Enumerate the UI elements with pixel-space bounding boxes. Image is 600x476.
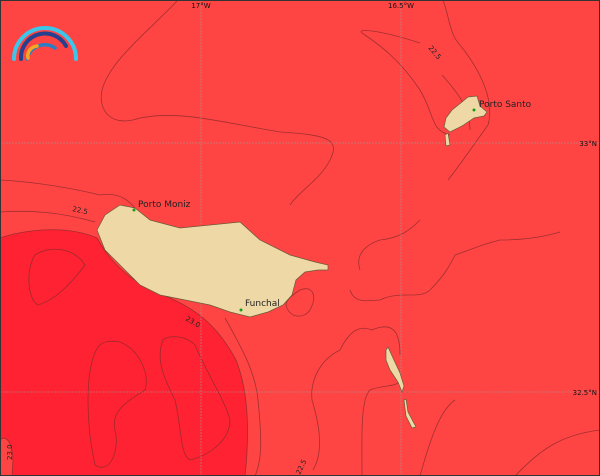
rainbow-arcs-logo-icon bbox=[12, 26, 78, 61]
place-marker-icon bbox=[132, 208, 136, 212]
place-porto-santo[interactable]: Porto Santo bbox=[472, 100, 532, 112]
place-label: Funchal bbox=[245, 299, 280, 309]
bugio-island bbox=[403, 398, 417, 429]
place-marker-icon bbox=[472, 108, 476, 112]
place-marker-icon bbox=[239, 308, 243, 312]
place-label: Porto Santo bbox=[479, 100, 532, 110]
contour-label: 23.0 bbox=[6, 444, 14, 460]
deserta-grande-island bbox=[385, 346, 405, 394]
cool-patch bbox=[0, 438, 13, 476]
place-label: Porto Moniz bbox=[138, 200, 191, 210]
lat-label: 33°N bbox=[579, 140, 597, 148]
lon-label: 17°W bbox=[191, 2, 210, 10]
contour-label: 22.5 bbox=[72, 205, 89, 216]
place-funchal[interactable]: Funchal bbox=[239, 299, 280, 312]
lon-label: 16.5°W bbox=[388, 2, 414, 10]
warm-region-23 bbox=[0, 229, 248, 476]
place-porto-moniz[interactable]: Porto Moniz bbox=[132, 200, 191, 212]
madeira-island bbox=[96, 204, 329, 318]
lat-label: 32.5°N bbox=[573, 389, 597, 397]
porto-santo-islet bbox=[444, 132, 451, 147]
porto-santo-island bbox=[443, 95, 488, 133]
